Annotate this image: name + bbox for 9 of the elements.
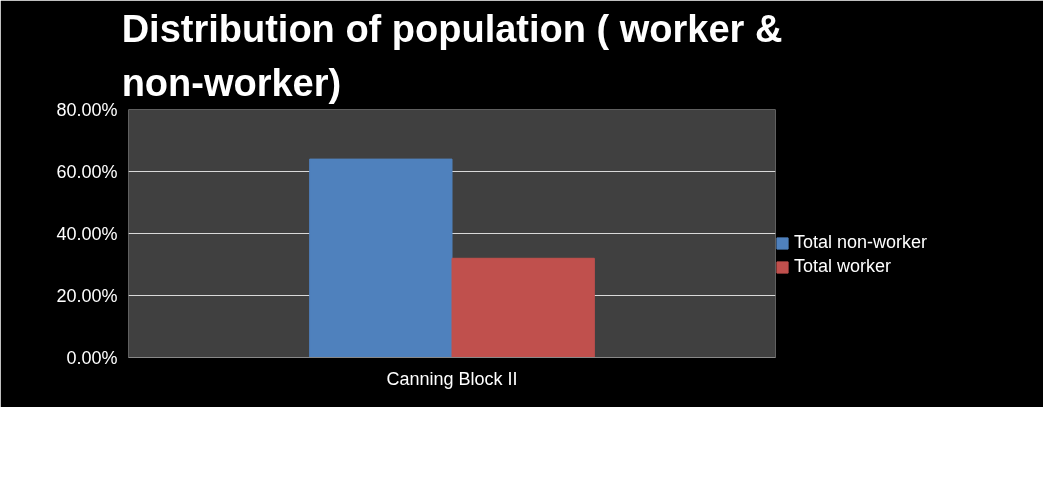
legend-label: Total worker bbox=[794, 256, 892, 277]
legend-label: Total non-worker bbox=[794, 232, 928, 253]
chart-title: Distribution of population ( worker & non-worker) bbox=[121, 7, 783, 105]
y-tick-label: 60.00% bbox=[56, 161, 118, 182]
x-tick-label: Canning Block II bbox=[386, 368, 518, 389]
y-tick-label: 20.00% bbox=[56, 285, 118, 306]
y-tick-label: 40.00% bbox=[56, 223, 118, 244]
y-tick-label: 80.00% bbox=[56, 99, 118, 120]
y-tick-label: 0.00% bbox=[66, 347, 118, 368]
